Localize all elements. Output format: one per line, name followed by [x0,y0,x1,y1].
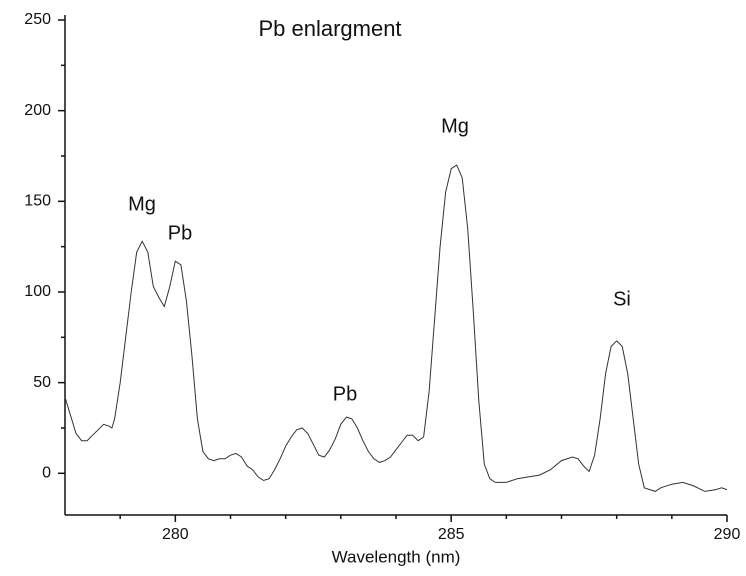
y-tick-label: 250 [24,11,51,28]
x-tick-label: 280 [162,526,189,543]
spectrum-line [64,164,728,492]
y-tick-label: 0 [42,465,51,482]
peak-label: Mg [128,193,156,215]
peak-label: Si [613,288,631,310]
peak-label: Pb [168,222,192,244]
x-tick-label: 285 [438,526,465,543]
y-tick-label: 50 [33,374,51,391]
peak-label: Pb [333,383,357,405]
y-tick-label: 100 [24,283,51,300]
y-tick-label: 200 [24,102,51,119]
peak-label: Mg [441,115,469,137]
x-axis-label: Wavelength (nm) [332,547,461,566]
x-tick-label: 290 [714,526,741,543]
chart-title: Pb enlargment [258,16,401,41]
y-tick-label: 150 [24,193,51,210]
